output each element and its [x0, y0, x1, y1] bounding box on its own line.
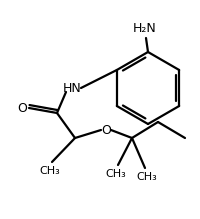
- Text: CH₃: CH₃: [106, 169, 126, 179]
- Text: O: O: [17, 101, 27, 115]
- Text: H₂N: H₂N: [133, 22, 157, 35]
- Text: CH₃: CH₃: [40, 166, 60, 176]
- Text: CH₃: CH₃: [137, 172, 157, 182]
- Text: HN: HN: [63, 81, 81, 95]
- Text: O: O: [101, 124, 111, 136]
